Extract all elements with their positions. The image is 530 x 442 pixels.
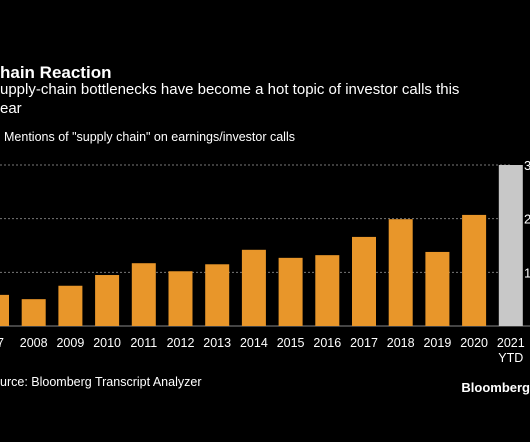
bar: [498, 165, 523, 326]
x-tick-label: 2017: [350, 336, 378, 350]
bar: [315, 255, 340, 326]
bar: [425, 251, 450, 326]
y-tick-label: 2: [524, 212, 530, 227]
source: urce: Bloomberg Transcript Analyzer: [0, 375, 201, 389]
bar: [21, 299, 46, 326]
y-tick-label: 3: [524, 158, 530, 173]
subtitle: ear: [0, 100, 22, 117]
x-tick-label: 2013: [203, 336, 231, 350]
x-tick-label: 2021 YTD: [497, 336, 525, 365]
brand: Bloomberg: [461, 380, 530, 395]
bar: [352, 236, 376, 326]
x-tick-label: 07: [0, 336, 4, 350]
x-tick-label: 2014: [240, 336, 268, 350]
y-tick-label: 1: [524, 265, 530, 280]
x-tick-line: 2021: [497, 336, 525, 350]
bar: [388, 219, 413, 326]
x-tick-label: 2019: [423, 336, 451, 350]
x-tick-label: 2009: [56, 336, 84, 350]
bar: [462, 214, 487, 326]
bar: [278, 257, 303, 326]
bar: [168, 271, 193, 326]
x-tick-label: 2015: [277, 336, 305, 350]
axis-label: Mentions of "supply chain" on earnings/i…: [4, 130, 295, 144]
x-tick-label: 2016: [313, 336, 341, 350]
bar: [0, 294, 9, 326]
x-tick-label: 2011: [130, 336, 157, 350]
x-tick-label: 2012: [167, 336, 195, 350]
x-tick-label: 2008: [20, 336, 48, 350]
x-tick-label: 2010: [93, 336, 121, 350]
chart-title: hain Reaction: [0, 63, 111, 82]
bar: [131, 263, 156, 326]
bar: [241, 249, 266, 326]
bar: [95, 275, 120, 326]
bar: [205, 264, 230, 326]
subtitle: upply-chain bottlenecks have become a ho…: [0, 81, 459, 98]
x-tick-label: 2018: [387, 336, 415, 350]
x-tick-label: 2020: [460, 336, 488, 350]
x-tick-line: YTD: [498, 351, 523, 365]
bar: [58, 285, 83, 326]
